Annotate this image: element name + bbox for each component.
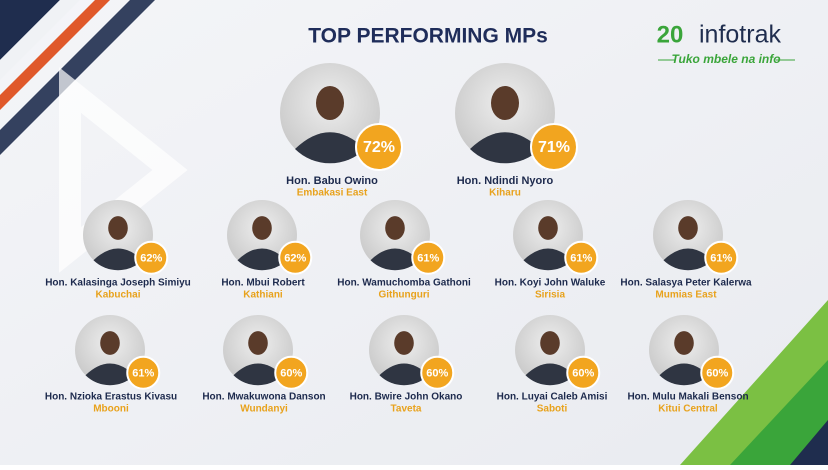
- score-badge: [530, 123, 578, 171]
- constituency: Kabuchai: [95, 290, 140, 301]
- mp-name: Hon. Babu Owino: [286, 175, 378, 187]
- corner-stripe: [0, 0, 80, 80]
- portrait-head: [248, 331, 268, 355]
- portrait-body: [295, 132, 365, 164]
- portrait-head: [394, 331, 414, 355]
- mp-name: Hon. Luyai Caleb Amisi: [497, 392, 608, 403]
- constituency: Mbooni: [93, 404, 129, 415]
- score: 61%: [710, 253, 732, 265]
- score-badge: [126, 355, 161, 390]
- portrait-head: [538, 216, 558, 240]
- title: TOP PERFORMING MPs: [308, 25, 548, 48]
- portrait-head: [108, 216, 128, 240]
- portrait-body: [85, 363, 135, 386]
- score-badge: [704, 240, 739, 275]
- score: 60%: [706, 368, 728, 380]
- mp-name: Hon. Wamuchomba Gathoni: [337, 278, 471, 289]
- score: 62%: [284, 253, 306, 265]
- score: 60%: [280, 368, 302, 380]
- portrait-body: [523, 248, 573, 271]
- score-badge: [700, 355, 735, 390]
- score: 61%: [132, 368, 154, 380]
- mp-name: Hon. Salasya Peter Kalerwa: [620, 278, 752, 289]
- portrait-head: [674, 331, 694, 355]
- mp-name: Hon. Ndindi Nyoro: [457, 175, 554, 187]
- logo-brand: infotrak: [699, 21, 781, 49]
- score-badge: [278, 240, 313, 275]
- constituency: Embakasi East: [297, 188, 368, 199]
- corner-stripe: [0, 0, 110, 110]
- portrait-body: [370, 248, 420, 271]
- score-badge: [274, 355, 309, 390]
- logo-number: 20: [657, 21, 684, 48]
- portrait-head: [316, 86, 344, 120]
- portrait-body: [379, 363, 429, 386]
- score: 61%: [570, 253, 592, 265]
- corner-shape: [790, 420, 828, 465]
- portrait-body: [93, 248, 143, 271]
- score: 60%: [572, 368, 594, 380]
- portrait-head: [385, 216, 405, 240]
- portrait-head: [100, 331, 120, 355]
- mp-name: Hon. Mwakuwona Danson: [202, 392, 325, 403]
- score-badge: [566, 355, 601, 390]
- mp-name: Hon. Koyi John Waluke: [495, 278, 606, 289]
- score-badge: [411, 240, 446, 275]
- constituency: Sirisia: [535, 290, 565, 301]
- score-badge: [420, 355, 455, 390]
- constituency: Kiharu: [489, 188, 521, 199]
- portrait-body: [659, 363, 709, 386]
- constituency: Mumias East: [655, 290, 717, 301]
- score-badge: [564, 240, 599, 275]
- score: 62%: [140, 253, 162, 265]
- score-badge: [355, 123, 403, 171]
- score: 61%: [417, 253, 439, 265]
- constituency: Saboti: [537, 404, 568, 415]
- mp-name: Hon. Nzioka Erastus Kivasu: [45, 392, 177, 403]
- portrait-head: [540, 331, 560, 355]
- constituency: Taveta: [391, 404, 422, 415]
- constituency: Wundanyi: [240, 404, 288, 415]
- portrait-head: [491, 86, 519, 120]
- score: 71%: [538, 139, 570, 156]
- constituency: Kathiani: [243, 290, 283, 301]
- mp-name: Hon. Kalasinga Joseph Simiyu: [45, 278, 191, 289]
- portrait-head: [252, 216, 272, 240]
- portrait-head: [678, 216, 698, 240]
- corner-shape: [730, 360, 828, 465]
- score-badge: [134, 240, 169, 275]
- mp-name: Hon. Mbui Robert: [221, 278, 305, 289]
- mp-name: Hon. Bwire John Okano: [350, 392, 463, 403]
- portrait-body: [663, 248, 713, 271]
- mp-name: Hon. Mulu Makali Benson: [627, 392, 748, 403]
- logo-tagline: Tuko mbele na info: [671, 52, 780, 66]
- score: 72%: [363, 139, 395, 156]
- corner-stripe: [0, 0, 155, 155]
- portrait-body: [525, 363, 575, 386]
- portrait-body: [470, 132, 540, 164]
- portrait-body: [233, 363, 283, 386]
- constituency: Kitui Central: [658, 404, 718, 415]
- constituency: Githunguri: [378, 290, 429, 301]
- score: 60%: [426, 368, 448, 380]
- portrait-body: [237, 248, 287, 271]
